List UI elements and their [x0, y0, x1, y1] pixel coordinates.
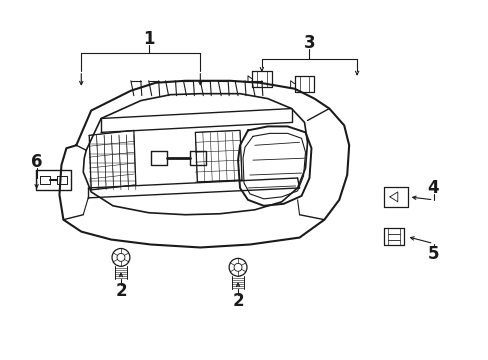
Text: 6: 6 [31, 153, 42, 171]
Text: 2: 2 [232, 292, 244, 310]
Text: 2: 2 [115, 282, 126, 300]
Text: 5: 5 [427, 246, 438, 264]
Text: 3: 3 [303, 34, 315, 52]
Text: 1: 1 [142, 30, 154, 48]
Text: 4: 4 [427, 179, 438, 197]
